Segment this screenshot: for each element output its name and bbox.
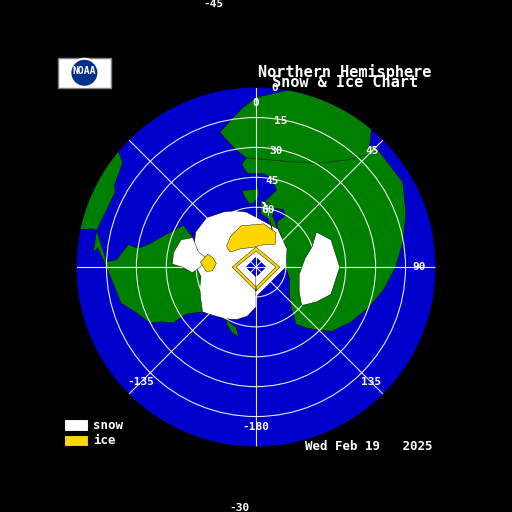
Polygon shape — [261, 201, 276, 233]
Polygon shape — [232, 247, 280, 291]
Polygon shape — [218, 305, 245, 337]
Polygon shape — [0, 99, 136, 234]
Text: ice: ice — [93, 435, 116, 447]
Circle shape — [70, 59, 98, 87]
Text: -45: -45 — [203, 0, 223, 9]
Polygon shape — [242, 144, 406, 331]
Text: 0: 0 — [252, 98, 260, 108]
Text: Northern Hemisphere: Northern Hemisphere — [258, 64, 432, 80]
Bar — [58, 58, 111, 88]
Polygon shape — [261, 201, 273, 233]
Polygon shape — [173, 238, 207, 272]
Polygon shape — [227, 224, 276, 252]
Text: 30: 30 — [270, 146, 283, 156]
Polygon shape — [213, 224, 251, 258]
Polygon shape — [93, 225, 246, 323]
Polygon shape — [364, 356, 467, 483]
Text: 135: 135 — [361, 377, 381, 387]
Text: 0: 0 — [271, 83, 278, 93]
Polygon shape — [299, 232, 340, 306]
Text: 60: 60 — [262, 205, 275, 215]
Text: -135: -135 — [127, 377, 155, 387]
Text: 15: 15 — [274, 116, 287, 126]
Polygon shape — [200, 254, 216, 271]
Circle shape — [77, 88, 435, 446]
Bar — [64, 435, 88, 446]
Text: 45: 45 — [366, 146, 379, 156]
Bar — [64, 419, 88, 431]
Text: snow: snow — [93, 419, 123, 432]
Polygon shape — [243, 189, 259, 204]
Text: -30: -30 — [229, 503, 249, 512]
Polygon shape — [193, 211, 287, 319]
Text: Wed Feb 19   2025: Wed Feb 19 2025 — [305, 440, 432, 453]
Text: Snow & Ice Chart: Snow & Ice Chart — [272, 75, 418, 90]
Polygon shape — [220, 30, 382, 163]
Text: 45: 45 — [266, 176, 279, 185]
Text: 90: 90 — [412, 262, 425, 272]
Text: -180: -180 — [243, 421, 269, 432]
Text: NOAA: NOAA — [73, 66, 96, 76]
